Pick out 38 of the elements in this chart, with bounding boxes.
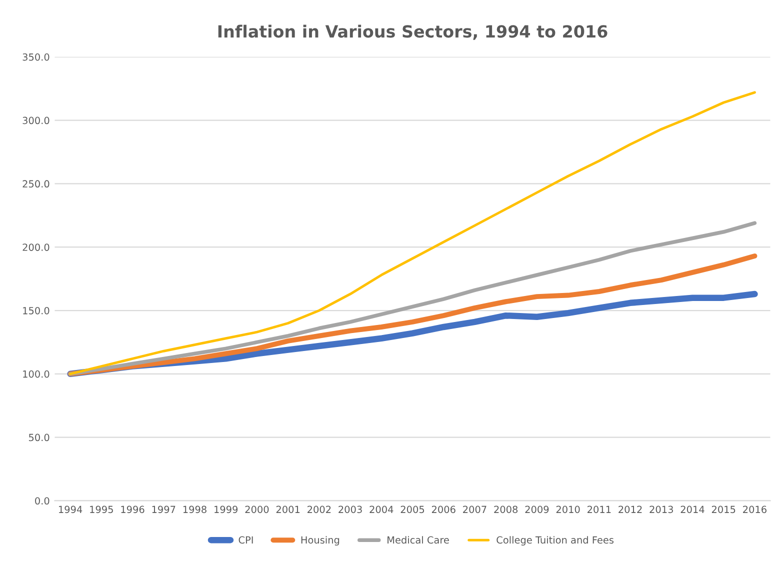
x-tick-label: 2011	[588, 506, 611, 514]
x-tick-label: 2010	[556, 506, 580, 514]
y-tick-label: 50.0	[28, 434, 50, 442]
x-tick-label: 2001	[276, 506, 300, 514]
x-tick-label: 2009	[525, 506, 549, 514]
y-tick-label: 300.0	[22, 116, 50, 124]
x-tick-label: 2000	[245, 506, 269, 514]
y-tick-label: 0.0	[35, 497, 50, 505]
x-tick-label: 2008	[494, 506, 518, 514]
chart-title: Inflation in Various Sectors, 1994 to 2016	[218, 24, 608, 40]
legend-label: Housing	[301, 536, 340, 546]
line-series	[68, 221, 757, 376]
y-tick-label: 250.0	[22, 180, 50, 188]
y-tick-label: 150.0	[23, 306, 50, 314]
legend-label: CPI	[238, 536, 253, 544]
x-tick-label: 2015	[712, 506, 736, 514]
x-tick-label: 2005	[400, 506, 424, 514]
x-tick-label: 1996	[121, 506, 144, 514]
line-series	[69, 91, 756, 376]
x-tick-label: 2014	[680, 506, 704, 514]
x-tick-label: 2016	[743, 506, 766, 514]
x-tick-label: 1999	[214, 506, 238, 514]
legend-label: College Tuition and Fees	[496, 536, 614, 546]
x-tick-label: 2007	[463, 506, 486, 514]
legend-label: Medical Care	[388, 536, 449, 544]
y-tick-label: 100.0	[23, 370, 50, 378]
x-tick-label: 1997	[152, 506, 176, 514]
x-tick-label: 2004	[370, 506, 394, 514]
x-tick-label: 2012	[618, 506, 642, 514]
x-tick-label: 1998	[183, 506, 206, 514]
x-tick-label: 2013	[650, 506, 673, 514]
x-tick-label: 2002	[308, 506, 331, 514]
x-tick-label: 2003	[338, 506, 362, 514]
y-tick-label: 350.0	[22, 53, 50, 61]
x-tick-label: 1995	[90, 506, 113, 514]
y-tick-label: 200.0	[22, 244, 50, 251]
x-tick-label: 1994	[58, 506, 82, 514]
x-tick-label: 2006	[432, 506, 456, 514]
